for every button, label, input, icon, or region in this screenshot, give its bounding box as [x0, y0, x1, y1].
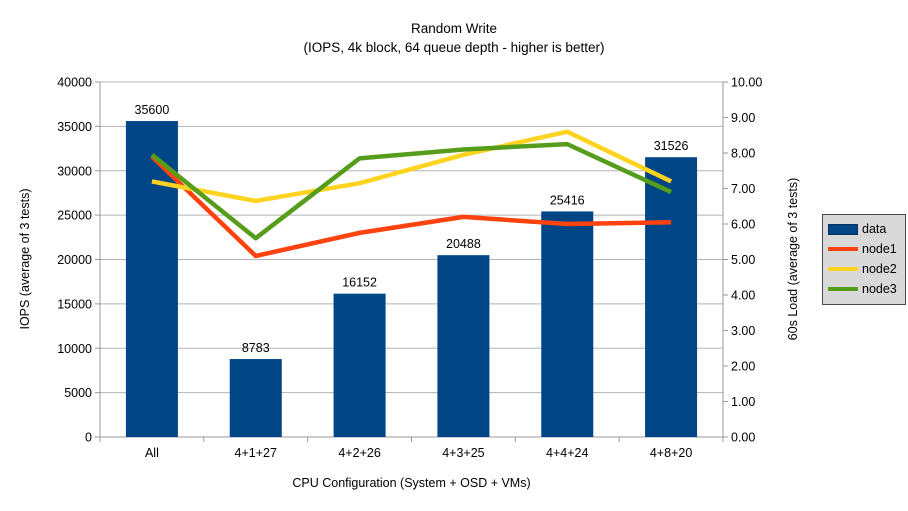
left-axis-tick-label: 30000 [57, 164, 92, 178]
x-axis-category-label: 4+1+27 [235, 446, 277, 460]
x-axis-category-label: All [145, 446, 159, 460]
x-axis-category-label: 4+4+24 [546, 446, 588, 460]
right-axis-tick-label: 9.00 [731, 111, 755, 125]
legend-label: node3 [862, 282, 897, 296]
series-line-node3 [150, 141, 673, 241]
bar [541, 211, 594, 437]
left-axis-tick-label: 0 [85, 431, 92, 445]
legend-item-data: data [823, 219, 905, 239]
legend-label: node1 [862, 242, 897, 256]
bar [229, 359, 282, 437]
right-axis-tick-label: 2.00 [731, 360, 755, 374]
bar-value-label: 20488 [446, 237, 481, 251]
left-axis-tick-label: 35000 [57, 120, 92, 134]
right-axis-tick-label: 7.00 [731, 182, 755, 196]
bar-value-label: 31526 [654, 139, 689, 153]
left-axis-tick-label: 15000 [57, 297, 92, 311]
x-axis-title: CPU Configuration (System + OSD + VMs) [292, 476, 531, 490]
right-axis-tick-label: 5.00 [731, 253, 755, 267]
right-axis-tick-label: 6.00 [731, 218, 755, 232]
legend-item-node1: node1 [823, 239, 905, 259]
right-axis-tick-label: 0.00 [731, 431, 755, 445]
bar-value-label: 25416 [550, 193, 585, 207]
left-axis-title: IOPS (average of 3 tests) [18, 188, 32, 330]
bar [645, 157, 698, 437]
x-axis-category-label: 4+8+20 [650, 446, 692, 460]
right-axis-title: 60s Load (average of 3 tests) [786, 177, 800, 341]
x-axis-category-label: 4+2+26 [338, 446, 380, 460]
legend-swatch-node3 [828, 287, 858, 291]
bar-value-label: 35600 [135, 103, 170, 117]
right-axis-tick-label: 8.00 [731, 147, 755, 161]
legend-swatch-node1 [828, 247, 858, 251]
chart-title: Random Write [410, 21, 498, 36]
left-axis-tick-label: 10000 [57, 342, 92, 356]
x-axis-category-label: 4+3+25 [442, 446, 484, 460]
legend-label: node2 [862, 262, 897, 276]
right-axis-tick-label: 3.00 [731, 324, 755, 338]
bar-value-label: 8783 [242, 341, 270, 355]
left-axis-tick-label: 5000 [64, 386, 92, 400]
chart-subtitle: (IOPS, 4k block, 64 queue depth - higher… [303, 40, 605, 55]
left-axis-tick-label: 20000 [57, 253, 92, 267]
left-axis-tick-label: 40000 [57, 76, 92, 90]
series-line-node1 [150, 154, 672, 259]
legend-label: data [862, 222, 887, 236]
legend-item-node3: node3 [823, 279, 905, 299]
legend: data node1 node2 node3 [822, 214, 906, 305]
right-axis-tick-label: 1.00 [731, 395, 755, 409]
right-axis-tick-label: 10.00 [731, 76, 762, 90]
legend-item-node2: node2 [823, 259, 905, 279]
bar [437, 255, 490, 437]
right-axis-tick-label: 4.00 [731, 289, 755, 303]
series-line-node2 [151, 129, 673, 204]
left-axis-tick-label: 25000 [57, 209, 92, 223]
bar [333, 293, 386, 437]
legend-swatch-node2 [828, 267, 858, 271]
chart-title-block: Random Write (IOPS, 4k block, 64 queue d… [0, 19, 908, 57]
legend-swatch-data [828, 223, 858, 235]
bar-value-label: 16152 [342, 276, 377, 290]
